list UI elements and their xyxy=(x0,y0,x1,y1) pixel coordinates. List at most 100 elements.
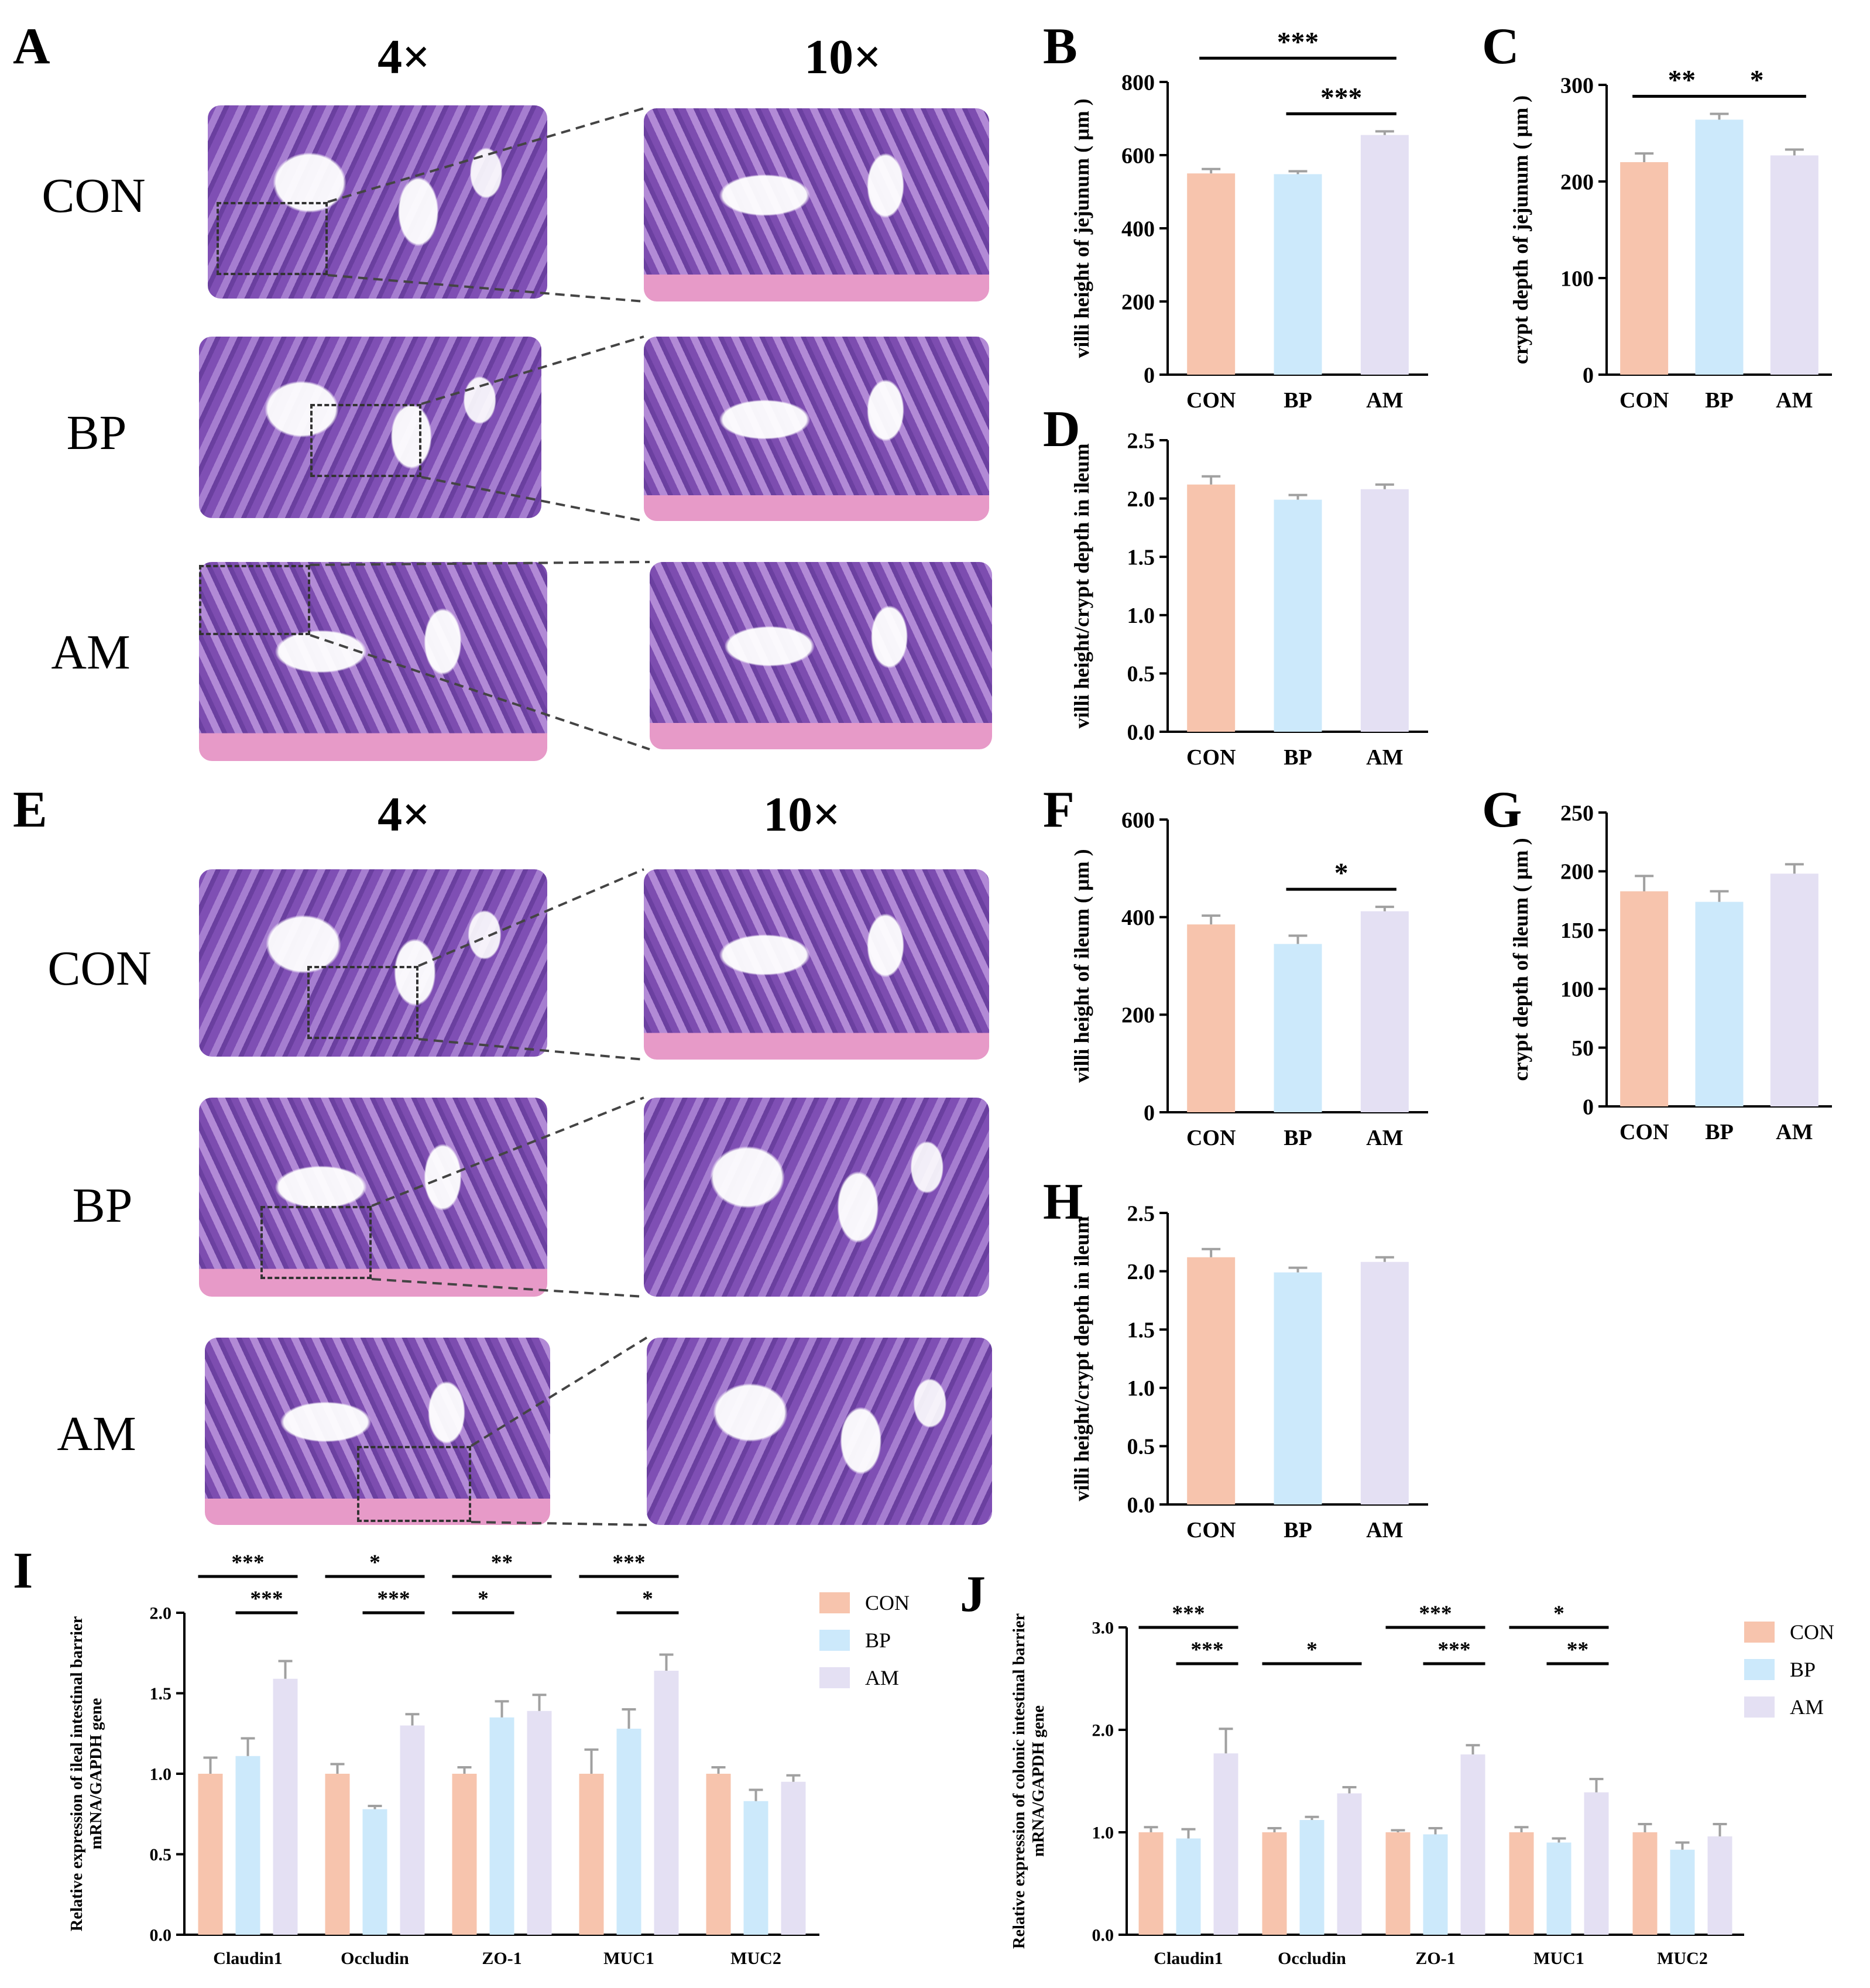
y-axis-label-f: villi height of ileum ( μm ) xyxy=(1070,849,1093,1082)
panel-letter-i: I xyxy=(13,1543,33,1599)
y-tick-label-f: 0 xyxy=(1144,1101,1155,1125)
inset-box-e-bp xyxy=(260,1206,372,1279)
bar-i-muc1-bp xyxy=(616,1729,641,1935)
bar-f-bp xyxy=(1274,944,1322,1112)
bar-f-con xyxy=(1187,924,1236,1112)
x-tick-label-b: CON xyxy=(1186,388,1236,413)
y-tick-label-j: 2.0 xyxy=(1092,1721,1114,1740)
bar-h-am xyxy=(1360,1262,1409,1504)
y-tick-label-c: 0 xyxy=(1583,363,1594,388)
x-tick-label-b: AM xyxy=(1366,388,1403,413)
micrograph-a-con-4x xyxy=(208,105,547,299)
x-tick-label-h: CON xyxy=(1186,1518,1236,1543)
row-label-bp-e: BP xyxy=(72,1178,133,1233)
inset-box-a-bp xyxy=(310,404,421,477)
bar-d-am xyxy=(1360,489,1409,732)
x-tick-label-j: Claudin1 xyxy=(1154,1949,1223,1968)
panel-letter-a: A xyxy=(13,18,50,75)
y-axis-label-i: Relative expression of ileal intestinal … xyxy=(68,1616,86,1931)
bar-j-zo-1-con xyxy=(1385,1832,1411,1935)
bar-h-bp xyxy=(1274,1272,1322,1504)
legend-swatch-j-bp xyxy=(1744,1659,1775,1680)
chart-c-jejunum-crypt-depth: 0 100 200 300 crypt depth of jejunum ( μm ) C… xyxy=(1509,66,1832,413)
micrograph-a-con-10x xyxy=(644,108,989,301)
y-axis-label-h: villi height/crypt depth in ileum xyxy=(1070,1216,1093,1501)
x-tick-label-g: BP xyxy=(1705,1120,1734,1144)
chart-j-colonic-barrier-genes: 0.0 1.0 2.0 3.0 Relative expression of colon… xyxy=(1010,1602,1834,1968)
y-tick-label-c: 100 xyxy=(1560,266,1594,291)
y-tick-label-j: 0.0 xyxy=(1092,1926,1114,1945)
row-label-bp-a: BP xyxy=(66,406,127,460)
x-tick-label-c: CON xyxy=(1619,388,1669,413)
significance-label-i: * xyxy=(369,1551,380,1575)
bar-c-am xyxy=(1770,155,1818,375)
bar-j-claudin1-bp xyxy=(1176,1838,1201,1935)
row-label-con-e: CON xyxy=(47,941,152,996)
magnification-10x-bottom: 10× xyxy=(763,787,840,842)
x-tick-label-h: BP xyxy=(1284,1518,1312,1543)
significance-label-j: *** xyxy=(1172,1602,1205,1626)
legend-swatch-i-bp xyxy=(819,1630,850,1651)
chart-h-ratio: 0.0 0.5 1.0 1.5 2.0 2.5 villi height/crypt dep… xyxy=(1070,1201,1428,1543)
bar-f-am xyxy=(1360,911,1409,1112)
row-label-con-a: CON xyxy=(42,169,146,223)
micrograph-e-con-10x xyxy=(644,869,989,1060)
inset-box-e-am xyxy=(357,1446,471,1522)
significance-label-j: * xyxy=(1553,1602,1564,1626)
x-tick-label-i: MUC2 xyxy=(730,1949,781,1968)
panel-letter-h: H xyxy=(1043,1174,1083,1230)
x-tick-label-d: AM xyxy=(1366,745,1403,770)
micrograph-e-con-4x xyxy=(199,869,547,1057)
y-tick-label-d: 1.0 xyxy=(1127,604,1155,628)
y-axis-label-b: villi height of jejunum ( μm ) xyxy=(1070,98,1093,358)
bar-g-am xyxy=(1770,873,1818,1106)
chart-f-ileum-villi-height: 0 200 400 600 villi height of ileum ( μm ) CO… xyxy=(1070,808,1428,1150)
bar-j-occludin-bp xyxy=(1299,1820,1325,1935)
y-axis-label-c: crypt depth of jejunum ( μm ) xyxy=(1509,95,1532,364)
micrograph-e-am-4x xyxy=(205,1338,550,1525)
legend-swatch-i-am xyxy=(819,1667,850,1688)
x-tick-label-j: MUC2 xyxy=(1657,1949,1708,1968)
bar-d-bp xyxy=(1274,499,1322,732)
bar-i-claudin1-bp xyxy=(235,1756,260,1935)
bar-j-muc2-bp xyxy=(1670,1849,1695,1935)
x-tick-label-g: CON xyxy=(1619,1120,1669,1144)
significance-label-i: * xyxy=(642,1587,653,1611)
y-tick-label-f: 200 xyxy=(1121,1003,1155,1028)
bar-i-zo-1-bp xyxy=(489,1717,514,1935)
bar-b-bp xyxy=(1274,174,1322,375)
y-tick-label-g: 250 xyxy=(1560,801,1594,825)
y-tick-label-c: 300 xyxy=(1560,73,1594,98)
x-tick-label-d: CON xyxy=(1186,745,1236,770)
y-tick-label-h: 2.0 xyxy=(1127,1260,1155,1284)
micrograph-a-am-10x xyxy=(650,562,992,749)
inset-box-a-con xyxy=(217,202,328,275)
bar-j-claudin1-con xyxy=(1138,1832,1164,1935)
significance-label-c: * xyxy=(1750,66,1764,96)
x-tick-label-i: MUC1 xyxy=(603,1949,654,1968)
y-tick-label-g: 150 xyxy=(1560,918,1594,943)
x-tick-label-i: ZO-1 xyxy=(482,1949,521,1968)
significance-label-i: *** xyxy=(231,1551,264,1575)
y-tick-label-g: 50 xyxy=(1572,1036,1594,1061)
y-tick-label-h: 0.5 xyxy=(1127,1435,1155,1459)
y-axis-label-j: mRNA/GAPDH gene xyxy=(1030,1705,1048,1857)
significance-label-i: *** xyxy=(377,1587,410,1611)
significance-label-j: *** xyxy=(1437,1638,1470,1662)
significance-label-i: *** xyxy=(612,1551,645,1575)
row-label-am-e: AM xyxy=(57,1407,136,1461)
y-tick-label-i: 1.0 xyxy=(150,1765,172,1784)
y-tick-label-f: 400 xyxy=(1121,906,1155,930)
y-tick-label-j: 1.0 xyxy=(1092,1824,1114,1843)
y-tick-label-d: 2.0 xyxy=(1127,487,1155,512)
legend-label-i-con: CON xyxy=(865,1591,910,1615)
y-tick-label-j: 3.0 xyxy=(1092,1619,1114,1638)
legend-label-j-bp: BP xyxy=(1790,1658,1816,1681)
y-tick-label-i: 0.5 xyxy=(150,1845,172,1864)
y-axis-label-g: crypt depth of ileum ( μm ) xyxy=(1509,838,1532,1081)
legend-label-j-am: AM xyxy=(1790,1695,1824,1719)
legend-swatch-i-con xyxy=(819,1592,850,1613)
y-tick-label-c: 200 xyxy=(1560,170,1594,194)
significance-label-j: *** xyxy=(1419,1602,1452,1626)
